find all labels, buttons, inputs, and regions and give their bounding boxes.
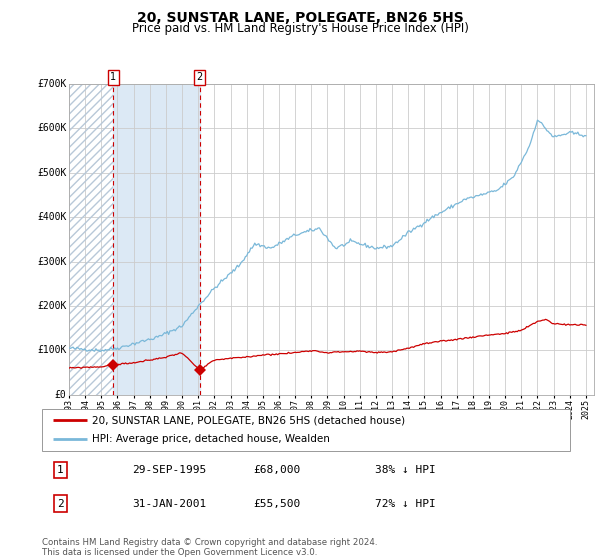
Text: 20, SUNSTAR LANE, POLEGATE, BN26 5HS (detached house): 20, SUNSTAR LANE, POLEGATE, BN26 5HS (de… — [92, 415, 405, 425]
Text: £0: £0 — [55, 390, 67, 400]
Text: 1: 1 — [110, 72, 116, 82]
Text: Price paid vs. HM Land Registry's House Price Index (HPI): Price paid vs. HM Land Registry's House … — [131, 22, 469, 35]
Text: 1: 1 — [57, 465, 64, 475]
Text: 20, SUNSTAR LANE, POLEGATE, BN26 5HS: 20, SUNSTAR LANE, POLEGATE, BN26 5HS — [137, 11, 463, 25]
Text: £700K: £700K — [37, 79, 67, 89]
Text: 38% ↓ HPI: 38% ↓ HPI — [374, 465, 436, 475]
Text: Contains HM Land Registry data © Crown copyright and database right 2024.
This d: Contains HM Land Registry data © Crown c… — [42, 538, 377, 557]
Bar — [113, 84, 200, 395]
Bar — [69, 84, 113, 395]
Text: 2: 2 — [196, 72, 203, 82]
Text: £500K: £500K — [37, 168, 67, 178]
Text: 72% ↓ HPI: 72% ↓ HPI — [374, 498, 436, 508]
Text: HPI: Average price, detached house, Wealden: HPI: Average price, detached house, Weal… — [92, 435, 330, 445]
Text: £68,000: £68,000 — [253, 465, 301, 475]
Text: £200K: £200K — [37, 301, 67, 311]
Text: 29-SEP-1995: 29-SEP-1995 — [132, 465, 206, 475]
Text: £100K: £100K — [37, 346, 67, 356]
Text: £400K: £400K — [37, 212, 67, 222]
Text: 31-JAN-2001: 31-JAN-2001 — [132, 498, 206, 508]
Text: £600K: £600K — [37, 123, 67, 133]
Text: 2: 2 — [57, 498, 64, 508]
Text: £55,500: £55,500 — [253, 498, 301, 508]
Text: £300K: £300K — [37, 256, 67, 267]
FancyBboxPatch shape — [42, 409, 570, 451]
